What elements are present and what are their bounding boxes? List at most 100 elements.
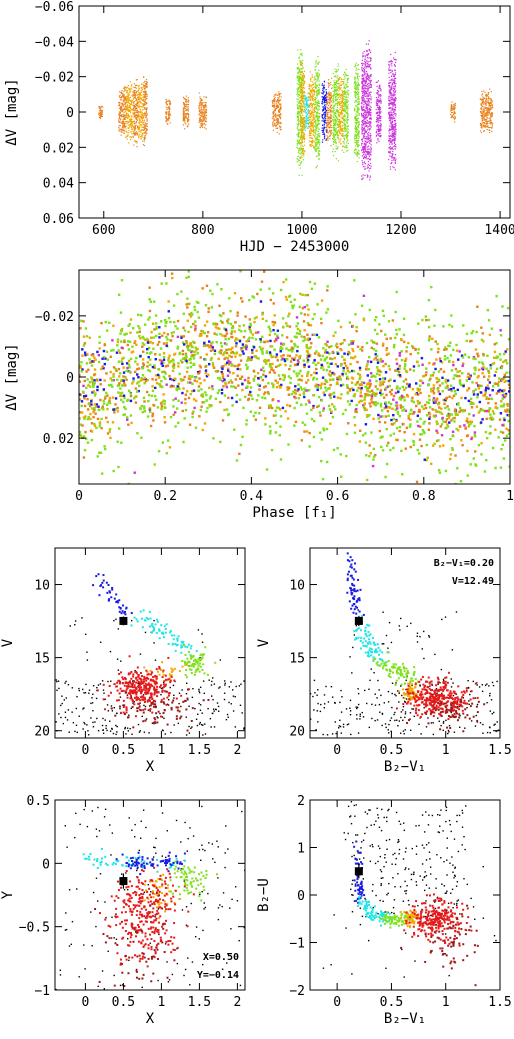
lightcurve-point [316,84,318,86]
lightcurve-point [137,126,140,128]
lightcurve-point [334,86,336,88]
lightcurve-point [299,68,301,70]
lightcurve-point [323,88,325,90]
lightcurve-point [296,77,298,79]
lightcurve-point [301,141,303,143]
lightcurve-point [131,91,134,93]
lightcurve-point [395,90,397,92]
lightcurve-point [336,109,338,111]
lightcurve-point [314,136,316,138]
lightcurve-point [342,95,344,97]
lightcurve-point [369,50,371,52]
lightcurve-point [315,86,317,89]
lightcurve-point [339,95,341,97]
lightcurve-point [121,96,123,98]
lightcurve-point [330,111,333,113]
lightcurve-point [355,91,357,93]
lightcurve-point [298,70,300,72]
lightcurve-point [362,52,364,54]
lightcurve-point [451,107,453,110]
lightcurve-point [357,121,359,123]
lightcurve-point [336,123,339,125]
lightcurve-point [302,96,304,98]
lightcurve-point [121,105,123,107]
lightcurve-point [322,133,324,136]
lightcurve-point [136,119,139,121]
lightcurve-point [123,112,125,114]
lightcurve-point [316,92,318,94]
lightcurve-point [313,93,316,95]
lightcurve-point [355,117,357,119]
lightcurve-point [357,81,359,83]
lightcurve-point [380,107,382,109]
lightcurve-point [340,111,343,113]
lightcurve-point [309,91,312,93]
lightcurve-point [361,108,363,110]
lightcurve-point [392,139,394,142]
lightcurve-point [199,98,201,100]
lightcurve-point [370,83,372,86]
lightcurve-point [315,72,317,74]
lightcurve-point [298,100,301,102]
lightcurve-point [300,119,302,121]
lightcurve-point [389,143,391,145]
lightcurve-point [330,116,332,118]
lightcurve-point [297,140,299,142]
lightcurve-point [364,61,367,64]
lightcurve-point [377,130,380,133]
lightcurve-point [389,61,391,63]
lightcurve-point [357,124,360,126]
lightcurve-point [134,129,136,131]
lightcurve-point [362,109,365,111]
lightcurve-point [355,89,357,91]
lightcurve-point [330,131,332,133]
lightcurve-point [333,94,335,96]
lightcurve-point [355,138,357,140]
lightcurve-point [145,103,147,105]
lightcurve-point [297,108,299,110]
lightcurve-point [182,117,185,119]
lightcurve-point [122,120,124,123]
lightcurve-point [129,123,132,126]
lightcurve-point [375,101,377,103]
lightcurve-point [314,129,316,131]
lightcurve-point [334,138,336,140]
lightcurve-point [392,134,394,137]
lightcurve-point [326,135,328,137]
lightcurve-point [358,108,360,111]
lightcurve-point [357,63,360,66]
lightcurve-point [278,98,280,100]
lightcurve-point [303,94,305,97]
lightcurve-point [388,82,390,84]
lightcurve-point [296,123,298,125]
lightcurve-point [394,72,397,74]
lightcurve-point [133,105,136,108]
lightcurve-point [146,123,148,125]
lightcurve-point [183,103,185,105]
lightcurve-point [347,77,349,80]
lightcurve-point [137,125,139,127]
lightcurve-point [366,101,368,103]
lightcurve-point [142,104,145,106]
lightcurve-point [304,97,307,99]
lightcurve-point [301,119,304,121]
lightcurve-point [335,131,337,134]
lightcurve-point [308,115,310,117]
lightcurve-point [365,76,367,78]
lightcurve-point [388,66,390,68]
lightcurve-point [394,81,396,83]
lightcurve-point [316,85,319,87]
lightcurve-point [391,132,393,134]
lightcurve-point [363,79,366,82]
lightcurve-point [360,62,363,65]
lightcurve-point [299,142,302,145]
lightcurve-point [185,99,187,101]
lightcurve-point [312,130,314,132]
lightcurve-point [394,96,397,99]
lightcurve-point [302,118,304,121]
lightcurve-point [389,116,391,118]
lightcurve-point [394,100,396,102]
lightcurve-point [341,128,343,130]
lightcurve-point [137,85,140,88]
